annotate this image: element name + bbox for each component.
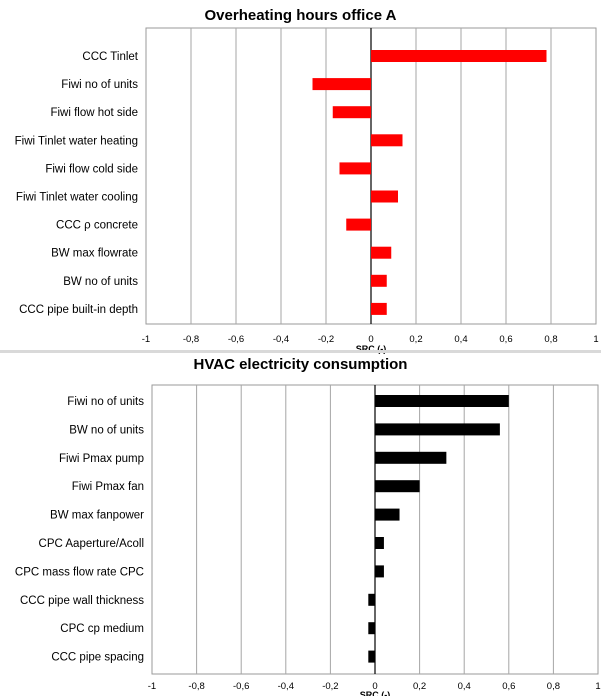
- x-tick-label: -0,4: [278, 681, 294, 692]
- x-tick-label: -1: [142, 334, 150, 345]
- x-tick-label: 0,2: [413, 681, 426, 692]
- category-label: CCC pipe built-in depth: [19, 304, 138, 316]
- x-tick-label: 1: [595, 681, 600, 692]
- category-label: Fiwi no of units: [61, 79, 138, 91]
- bar: [371, 50, 547, 62]
- category-label: Fiwi Pmax fan: [72, 481, 144, 493]
- bar: [371, 274, 387, 287]
- x-tick-label: -0,8: [188, 681, 204, 692]
- bar: [371, 134, 403, 147]
- category-label: BW max fanpower: [50, 510, 144, 522]
- category-label: CCC pipe wall thickness: [20, 595, 144, 607]
- x-tick-label: 1: [593, 334, 598, 345]
- x-tick-label: 0,4: [454, 334, 467, 345]
- panel-divider: [0, 350, 601, 353]
- category-label: BW no of units: [69, 424, 144, 436]
- chart-overheating-hours: Overheating hours office A -1 -0,8 -0,6 -0,…: [15, 7, 599, 354]
- category-label: Fiwi flow cold side: [45, 163, 138, 175]
- x-axis-title: SRC (-): [360, 690, 391, 696]
- bar: [346, 218, 371, 231]
- category-label: CPC mass flow rate CPC: [15, 566, 144, 578]
- x-axis-title: SRC (-): [356, 344, 387, 354]
- category-label: Fiwi no of units: [67, 396, 144, 408]
- category-label: Fiwi Tinlet water cooling: [16, 192, 138, 204]
- x-tick-label: -0,6: [228, 334, 244, 345]
- category-label: Fiwi Tinlet water heating: [15, 135, 138, 147]
- bar: [375, 395, 509, 407]
- category-label: CPC cp medium: [60, 623, 144, 635]
- x-tick-label: 0: [368, 334, 373, 345]
- chart-plot: -1 -0,8 -0,6 -0,4 -0,2 0 0,2 0,4 0,6 0,8 1 SRC (-) F…: [15, 384, 601, 696]
- bar: [368, 650, 375, 663]
- chart-title: Overheating hours office A: [204, 7, 397, 24]
- x-tick-label: 0,8: [544, 334, 557, 345]
- bar: [371, 302, 387, 315]
- x-tick-label: 0,2: [409, 334, 422, 345]
- bar: [375, 508, 400, 521]
- bar: [371, 190, 398, 203]
- x-tick-label: 0: [372, 681, 377, 692]
- x-tick-label: 0,6: [499, 334, 512, 345]
- category-label: BW max flowrate: [51, 248, 138, 260]
- bar: [339, 162, 371, 175]
- x-tick-label: -0,2: [318, 334, 334, 345]
- category-label: CCC ρ concrete: [56, 220, 138, 232]
- bar: [368, 593, 375, 606]
- chart-hvac-electricity: HVAC electricity consumption -1 -0,8 -0,6-…: [0, 352, 601, 696]
- category-label: CCC pipe spacing: [51, 652, 144, 664]
- category-label: CCC Tinlet: [82, 51, 138, 63]
- x-tick-label: 0,6: [502, 681, 515, 692]
- category-label: CPC Aaperture/Acoll: [39, 538, 144, 550]
- bar: [375, 423, 500, 436]
- category-label: Fiwi flow hot side: [50, 107, 138, 119]
- x-tick-label: 0,8: [547, 681, 560, 692]
- bar: [375, 565, 384, 578]
- x-tick-label: -1: [148, 681, 156, 692]
- bar: [368, 622, 375, 635]
- x-tick-label: 0,4: [458, 681, 471, 692]
- bar: [375, 537, 384, 549]
- x-tick-label: -0,8: [183, 334, 199, 345]
- x-tick-label: -0,4: [273, 334, 289, 345]
- bar: [375, 480, 420, 493]
- bar: [375, 451, 447, 464]
- bar: [312, 78, 371, 91]
- x-tick-label: -0,6: [233, 681, 249, 692]
- chart-plot: -1 -0,8 -0,6 -0,4 -0,2 0 0,2 0,4 0,6 0,8 1 SRC (-) C…: [15, 27, 599, 354]
- bar: [371, 246, 392, 259]
- category-label: BW no of units: [63, 276, 138, 288]
- category-label: Fiwi Pmax pump: [59, 453, 144, 465]
- x-tick-label: -0,2: [322, 681, 338, 692]
- chart-title: HVAC electricity consumption: [193, 356, 408, 373]
- bar: [332, 106, 371, 119]
